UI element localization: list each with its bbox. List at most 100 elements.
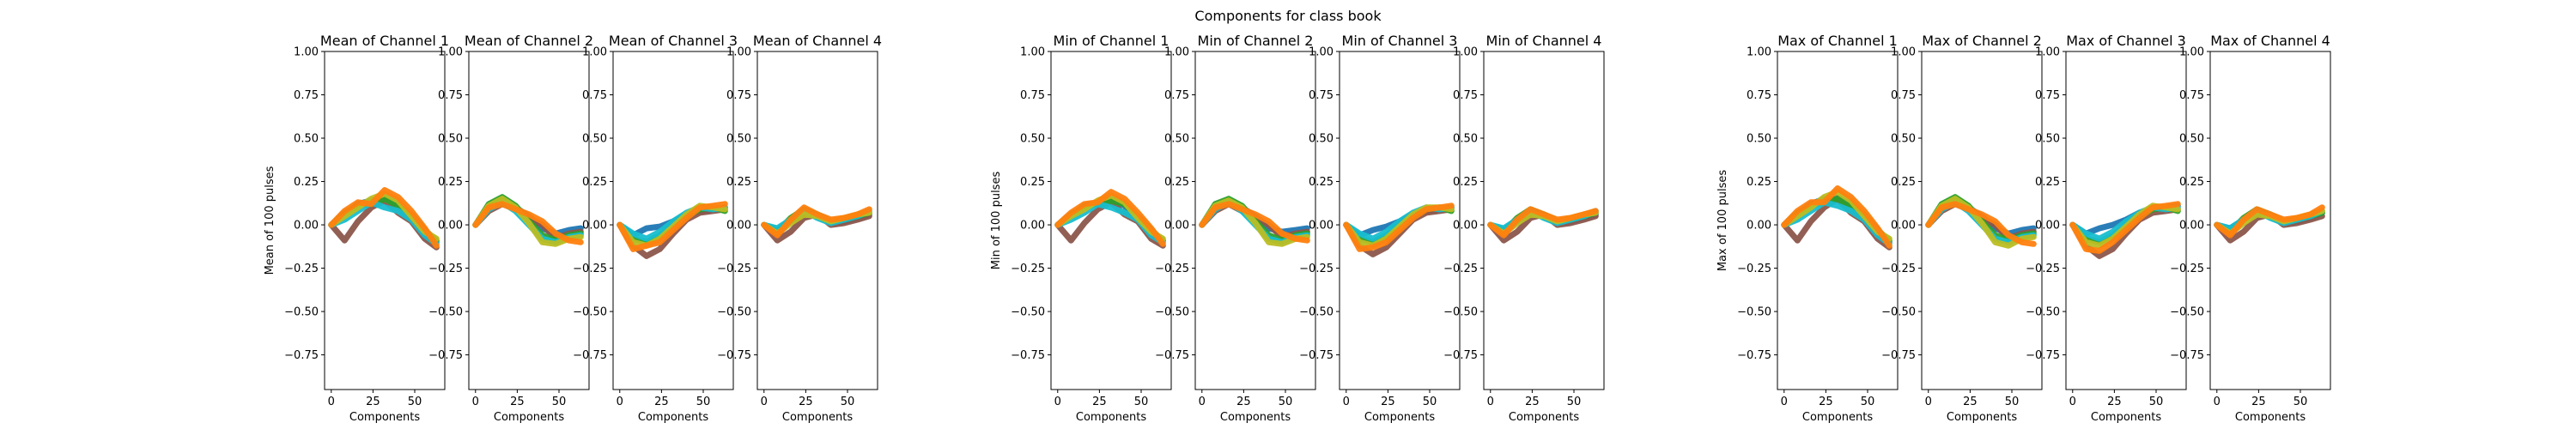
y-tick-label: 0.00 xyxy=(438,220,463,233)
x-tick-label: 50 xyxy=(841,396,855,408)
x-tick-label: 0 xyxy=(1343,396,1350,408)
y-tick-label: −0.75 xyxy=(1881,349,1916,362)
x-tick-label: 25 xyxy=(1819,396,1833,408)
y-tick-label: 0.50 xyxy=(582,133,607,146)
x-axis-label: Components xyxy=(1220,411,1291,424)
y-tick-label: −0.25 xyxy=(2170,263,2204,275)
x-tick-label: 0 xyxy=(2069,396,2076,408)
y-tick-label: −0.50 xyxy=(1881,306,1916,319)
x-tick-label: 0 xyxy=(617,396,623,408)
y-tick-label: −0.25 xyxy=(1299,263,1334,275)
x-axis-label: Components xyxy=(2235,411,2306,424)
y-tick-label: 1.00 xyxy=(2035,46,2060,59)
y-tick-label: −0.50 xyxy=(2026,306,2060,319)
y-tick-label: 0.75 xyxy=(582,89,607,102)
y-tick-label: −0.75 xyxy=(717,349,751,362)
series-line xyxy=(328,187,440,249)
y-tick-label: 0.00 xyxy=(2035,220,2060,233)
series-line xyxy=(617,201,728,252)
subplot-title: Max of Channel 4 xyxy=(2210,33,2330,49)
x-tick-label: 25 xyxy=(1236,396,1251,408)
y-tick-label: 0.50 xyxy=(1453,133,1478,146)
y-tick-label: 0.25 xyxy=(1164,176,1189,189)
y-tick-label: 0.50 xyxy=(726,133,751,146)
y-tick-label: 0.50 xyxy=(1020,133,1045,146)
axes-frame xyxy=(2209,51,2331,390)
x-tick-label: 25 xyxy=(510,396,525,408)
y-tick-label: 0.50 xyxy=(294,133,319,146)
y-axis-label: Mean of 100 pulses xyxy=(264,166,276,275)
subplot-title: Min of Channel 4 xyxy=(1486,33,1602,49)
series-line xyxy=(1487,206,1599,239)
y-tick-label: 0.50 xyxy=(1164,133,1189,146)
subplot: Min of Channel 4 −0.75 −0.50 −0.25 0.00 0.25 0… xyxy=(1443,33,1605,424)
x-tick-label: 50 xyxy=(1134,396,1149,408)
subplot: Mean of Channel 2 −0.75 −0.50 −0.25 0.00 0.25… xyxy=(428,33,593,424)
y-tick-label: 0.00 xyxy=(1891,220,1916,233)
x-tick-label: 25 xyxy=(2251,396,2266,408)
y-tick-label: −0.25 xyxy=(573,263,607,275)
y-tick-label: 0.75 xyxy=(294,89,319,102)
y-tick-label: 0.75 xyxy=(726,89,751,102)
subplot: Max of Channel 2 −0.75 −0.50 −0.25 0.00 0.25 0… xyxy=(1881,33,2043,424)
y-tick-label: 0.00 xyxy=(1164,220,1189,233)
axes-frame xyxy=(468,51,590,390)
x-axis-label: Components xyxy=(349,411,420,424)
y-tick-label: 0.25 xyxy=(1309,176,1334,189)
y-tick-label: 0.00 xyxy=(726,220,751,233)
x-tick-label: 50 xyxy=(1861,396,1875,408)
y-tick-label: 0.25 xyxy=(1453,176,1478,189)
x-tick-label: 0 xyxy=(1199,396,1206,408)
y-tick-label: −0.25 xyxy=(284,263,319,275)
y-tick-label: 0.50 xyxy=(438,133,463,146)
y-tick-label: −0.25 xyxy=(428,263,463,275)
y-tick-label: 0.00 xyxy=(1020,220,1045,233)
series-line xyxy=(1781,185,1893,249)
y-tick-label: −0.50 xyxy=(1737,306,1771,319)
y-tick-label: 0.25 xyxy=(2179,176,2204,189)
x-axis-label: Components xyxy=(1947,411,2017,424)
y-tick-label: −0.75 xyxy=(1299,349,1334,362)
y-tick-label: 0.25 xyxy=(1747,176,1771,189)
y-tick-label: 0.50 xyxy=(1891,133,1916,146)
x-tick-label: 25 xyxy=(1092,396,1107,408)
axes-frame xyxy=(612,51,734,390)
x-tick-label: 0 xyxy=(761,396,768,408)
subplot-title: Max of Channel 2 xyxy=(1922,33,2042,49)
y-tick-label: −0.50 xyxy=(1011,306,1045,319)
series-line xyxy=(1343,202,1455,252)
x-tick-label: 50 xyxy=(1567,396,1582,408)
y-tick-label: −0.50 xyxy=(573,306,607,319)
subplot-title: Min of Channel 2 xyxy=(1198,33,1314,49)
x-axis-label: Components xyxy=(782,411,853,424)
x-tick-label: 25 xyxy=(654,396,669,408)
y-tick-label: −0.25 xyxy=(1443,263,1478,275)
x-tick-label: 0 xyxy=(1781,396,1788,408)
axes-frame xyxy=(324,51,446,390)
y-tick-label: 0.25 xyxy=(294,176,319,189)
subplot: Max of Channel 3 −0.75 −0.50 −0.25 0.00 0.25 0… xyxy=(2026,33,2187,424)
y-tick-label: −0.75 xyxy=(1443,349,1478,362)
x-axis-label: Components xyxy=(494,411,564,424)
y-tick-label: 1.00 xyxy=(2179,46,2204,59)
y-axis-label: Max of 100 pulses xyxy=(1716,170,1729,271)
series-line xyxy=(2069,201,2181,254)
x-axis-label: Components xyxy=(1364,411,1435,424)
subplot-title: Mean of Channel 2 xyxy=(465,33,593,49)
x-tick-label: 0 xyxy=(1487,396,1494,408)
y-tick-label: −0.50 xyxy=(284,306,319,319)
subplot: Max of Channel 1 −0.75 −0.50 −0.25 0.00 0.25 0… xyxy=(1716,33,1899,424)
x-tick-label: 0 xyxy=(472,396,479,408)
y-tick-label: 0.00 xyxy=(582,220,607,233)
series-line xyxy=(2214,204,2325,239)
y-tick-label: 0.75 xyxy=(1164,89,1189,102)
y-tick-label: 1.00 xyxy=(294,46,319,59)
y-tick-label: −0.25 xyxy=(1155,263,1189,275)
axes-frame xyxy=(1339,51,1461,390)
y-tick-label: −0.25 xyxy=(717,263,751,275)
y-tick-label: 0.75 xyxy=(2179,89,2204,102)
y-tick-label: −0.25 xyxy=(1737,263,1771,275)
subplot-title: Min of Channel 3 xyxy=(1342,33,1458,49)
y-tick-label: −0.75 xyxy=(1155,349,1189,362)
y-tick-label: 0.50 xyxy=(1747,133,1771,146)
